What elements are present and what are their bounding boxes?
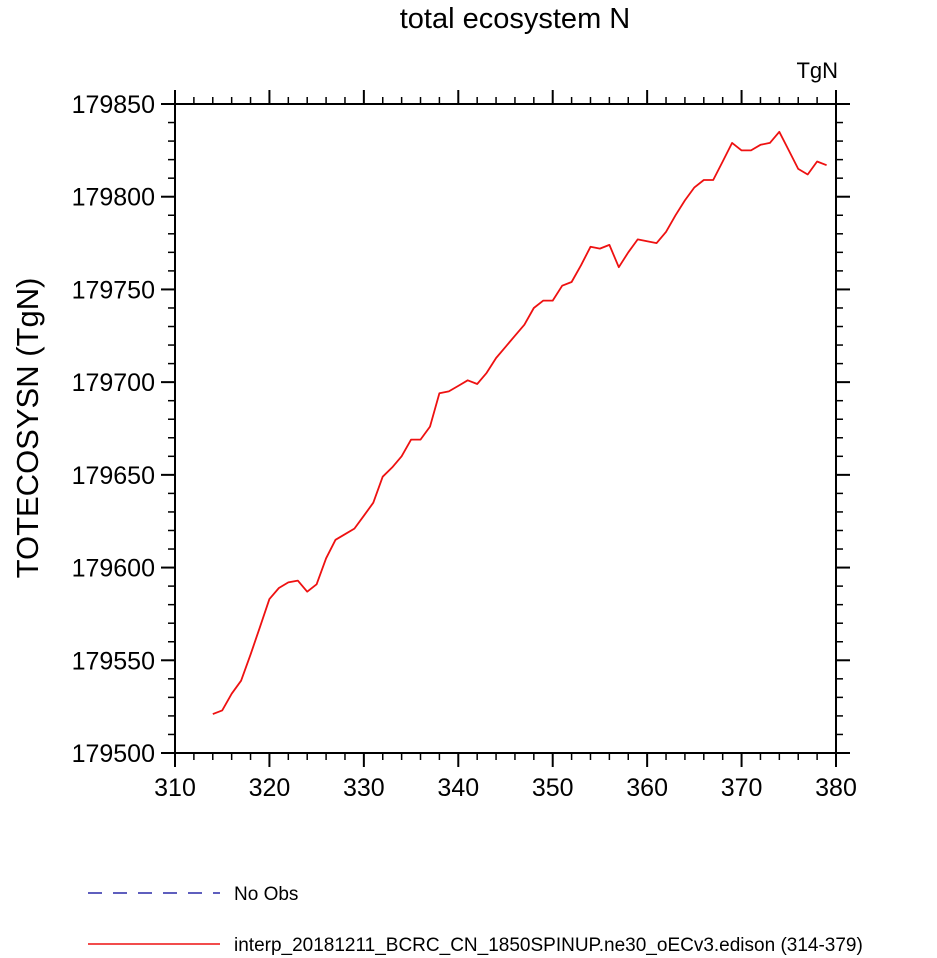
y-tick-label: 179600 bbox=[72, 555, 155, 583]
y-tick-label: 179700 bbox=[72, 369, 155, 397]
series-line-1 bbox=[212, 130, 827, 715]
y-tick-labels: 179500 179550 179600 179650 179700 179750 1798… bbox=[72, 91, 155, 768]
legend-label-no-obs: No Obs bbox=[234, 884, 298, 905]
major-ticks bbox=[161, 90, 850, 767]
x-tick-label: 340 bbox=[437, 774, 479, 802]
plot-frame bbox=[174, 103, 837, 754]
y-tick-label: 179800 bbox=[72, 184, 155, 212]
y-tick-label: 179500 bbox=[72, 740, 155, 768]
series-lines bbox=[212, 130, 827, 715]
legend: No Obs interp_20181211_BCRC_CN_1850SPINU… bbox=[88, 884, 863, 956]
y-axis-label: TOTECOSYSN (TgN) bbox=[10, 278, 45, 579]
x-tick-label: 370 bbox=[721, 774, 763, 802]
chart-title: total ecosystem N bbox=[400, 3, 630, 35]
y-tick-label: 179650 bbox=[72, 462, 155, 490]
y-tick-label: 179750 bbox=[72, 276, 155, 304]
y-tick-label: 179850 bbox=[72, 91, 155, 119]
units-label: TgN bbox=[796, 58, 838, 83]
x-tick-label: 350 bbox=[532, 774, 574, 802]
legend-label-model: interp_20181211_BCRC_CN_1850SPINUP.ne30_… bbox=[234, 935, 863, 956]
x-tick-label: 310 bbox=[154, 774, 196, 802]
x-tick-labels: 310 320 330 340 350 360 370 380 bbox=[154, 774, 857, 802]
x-tick-label: 360 bbox=[626, 774, 668, 802]
x-tick-label: 380 bbox=[815, 774, 857, 802]
y-tick-label: 179550 bbox=[72, 647, 155, 675]
x-tick-label: 330 bbox=[343, 774, 385, 802]
x-tick-label: 320 bbox=[249, 774, 291, 802]
minor-ticks bbox=[168, 97, 843, 760]
